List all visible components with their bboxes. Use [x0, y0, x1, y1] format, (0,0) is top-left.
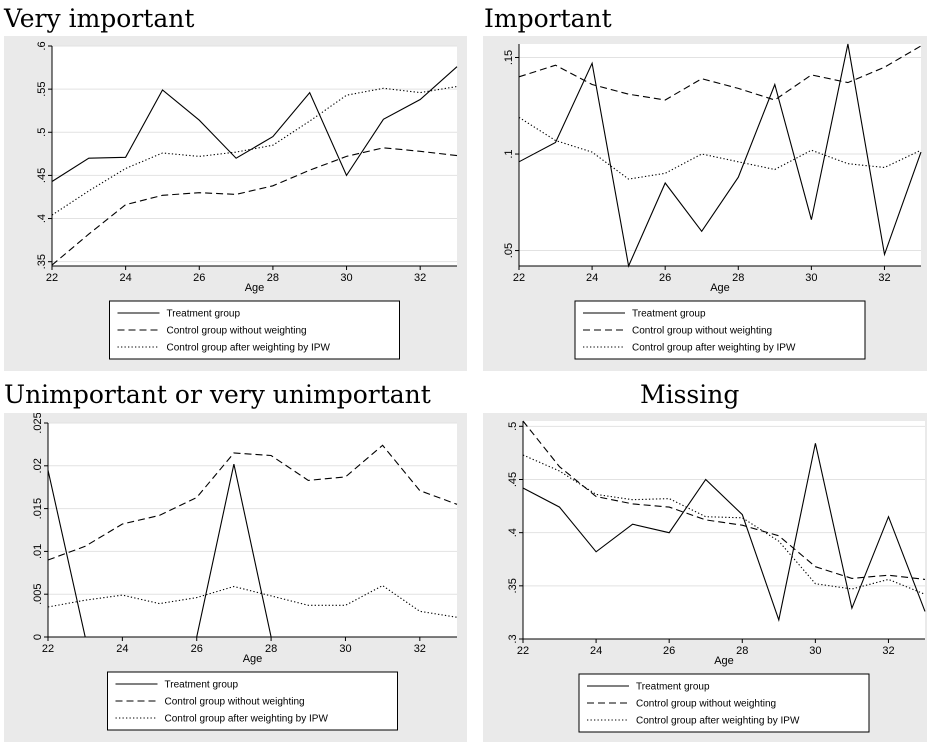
legend-label: Control group without weighting [167, 326, 307, 337]
x-tick-label: 28 [732, 272, 744, 284]
x-axis-label: Age [245, 282, 265, 294]
legend-box [578, 673, 870, 733]
legend-label: Treatment group [167, 309, 241, 320]
x-tick-label: 24 [586, 272, 598, 284]
legend-label: Control group without weighting [632, 326, 772, 337]
y-tick-label: .02 [32, 458, 44, 473]
series-line-solid [51, 66, 458, 182]
y-tick-label: .1 [503, 149, 515, 158]
x-tick-label: 28 [267, 272, 279, 284]
legend-box [109, 300, 400, 360]
y-tick-label: .005 [32, 583, 44, 604]
y-tick-label: .35 [507, 578, 519, 593]
x-axis-label: Age [714, 655, 734, 667]
x-tick-label: 32 [882, 645, 894, 657]
x-tick-label: 30 [805, 272, 817, 284]
y-tick-label: .015 [32, 498, 44, 519]
y-tick-label: .4 [36, 214, 48, 223]
y-tick-label: 0 [32, 634, 44, 640]
x-tick-label: 22 [46, 272, 58, 284]
legend-label: Treatment group [636, 682, 710, 693]
series-line-dashed [518, 45, 922, 101]
y-tick-label: .15 [503, 50, 515, 65]
x-tick-label: 28 [736, 645, 748, 657]
y-tick-label: .55 [36, 81, 48, 96]
x-tick-label: 32 [414, 272, 426, 284]
panel-title-unimportant: Unimportant or very unimportant [4, 380, 431, 409]
plot-area [523, 421, 925, 639]
legend-label: Control group after weighting by IPW [167, 343, 331, 354]
series-line-solid [522, 443, 926, 622]
x-tick-label: 30 [340, 272, 352, 284]
y-tick-label: .5 [507, 422, 519, 431]
x-tick-label: 22 [517, 645, 529, 657]
x-tick-label: 26 [193, 272, 205, 284]
chart-panel-important: .05 .1 .15 22 24 26 28 30 32 Age Treatment group Co… [483, 36, 927, 371]
x-tick-label: 24 [590, 645, 602, 657]
legend-label: Control group without weighting [636, 699, 776, 710]
x-tick-label: 32 [878, 272, 890, 284]
series-line-dashed [522, 420, 926, 580]
y-tick-label: .5 [36, 128, 48, 137]
series-line-dotted [518, 116, 922, 180]
legend-label: Control group without weighting [165, 697, 305, 708]
x-tick-label: 26 [663, 645, 675, 657]
x-tick-label: 22 [513, 272, 525, 284]
panel-title-important: Important [484, 4, 612, 33]
panel-title-very-important: Very important [4, 4, 195, 33]
chart-panel-missing: .3 .35 .4 .45 .5 22 24 26 28 30 32 Age Treatment gro… [483, 413, 927, 742]
plot-area [52, 46, 457, 266]
series-line-solid [47, 463, 457, 638]
x-tick-label: 22 [42, 643, 54, 655]
series-line-dotted [51, 85, 458, 216]
y-tick-label: .45 [507, 472, 519, 487]
y-tick-label: .01 [32, 544, 44, 559]
series-line-dashed [47, 444, 458, 561]
legend-label: Control group after weighting by IPW [636, 716, 800, 727]
legend-label: Treatment group [165, 680, 239, 691]
y-tick-label: .4 [507, 528, 519, 537]
x-tick-label: 28 [265, 643, 277, 655]
y-tick-label: .025 [32, 413, 44, 434]
x-tick-label: 30 [809, 645, 821, 657]
legend-label: Control group after weighting by IPW [632, 343, 796, 354]
x-tick-label: 32 [414, 643, 426, 655]
plot-area [48, 423, 457, 637]
legend-box [574, 300, 866, 360]
series-line-solid [518, 43, 922, 268]
x-tick-label: 30 [339, 643, 351, 655]
x-axis-label: Age [243, 653, 263, 665]
x-axis-label: Age [710, 282, 730, 294]
y-tick-label: .6 [36, 41, 48, 50]
x-tick-label: 26 [659, 272, 671, 284]
legend-label: Control group after weighting by IPW [165, 714, 329, 725]
legend-label: Treatment group [632, 309, 706, 320]
x-tick-label: 24 [116, 643, 128, 655]
y-tick-label: .35 [36, 254, 48, 269]
y-tick-label: .05 [503, 243, 515, 258]
x-tick-label: 26 [191, 643, 203, 655]
y-tick-label: .45 [36, 168, 48, 183]
x-tick-label: 24 [120, 272, 132, 284]
series-line-dashed [51, 147, 458, 266]
legend-box [107, 671, 398, 731]
panel-title-missing: Missing [640, 380, 740, 409]
chart-panel-unimportant: 0 .005 .01 .015 .02 .025 22 24 26 28 30 32 Age Treatm… [4, 413, 467, 742]
chart-panel-very-important: .35 .4 .45 .5 .55 .6 22 24 26 28 30 32 Age Treatment … [4, 36, 467, 371]
y-tick-label: .3 [507, 634, 519, 643]
